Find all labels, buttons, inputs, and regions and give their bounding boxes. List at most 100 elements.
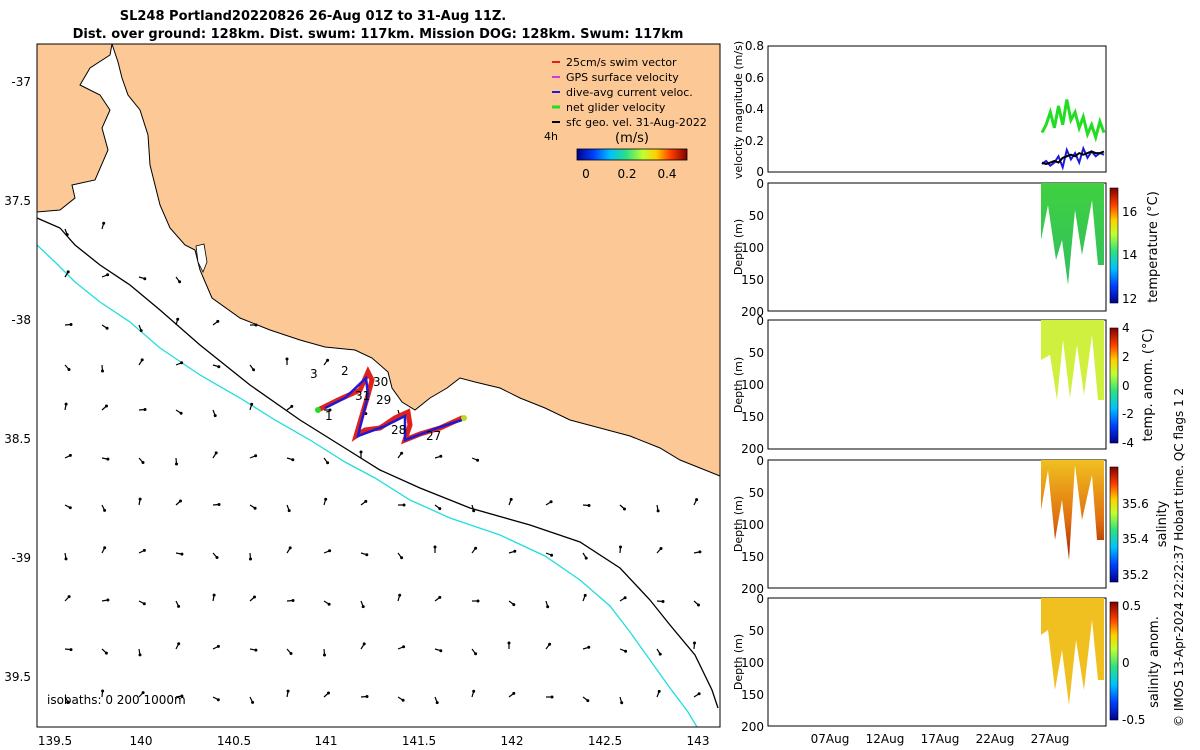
current-vector-head [217, 365, 221, 369]
current-vector-head [435, 701, 439, 705]
velocity-series [1040, 99, 1106, 171]
current-vector-head [476, 458, 480, 462]
depth-tick: 150 [741, 273, 764, 287]
current-vector-head [179, 499, 182, 503]
sanom-colorbar [1109, 601, 1119, 721]
current-vector-head [143, 277, 147, 281]
speed-colorbar-tick: 0.2 [617, 167, 636, 181]
current-vector-head [402, 503, 406, 507]
current-vector-head [66, 700, 70, 704]
current-vector-head [512, 603, 516, 607]
depth-tick: 100 [741, 656, 764, 670]
map-x-tick: 140 [130, 734, 153, 748]
current-vector-head [327, 691, 330, 695]
current-vector-head [658, 652, 662, 656]
current-vector-head [365, 553, 369, 557]
current-vector-head [143, 408, 147, 411]
current-vector-head [624, 649, 628, 653]
speed-colorbar-title: (m/s) [615, 131, 649, 146]
temp-colorbar [1109, 187, 1119, 304]
current-vector-head [400, 556, 404, 560]
sanom-ylabel: Depth (m) [732, 634, 745, 690]
sal-colorbar [1109, 466, 1119, 583]
current-vector-head [177, 604, 181, 608]
current-vector-head [327, 602, 331, 606]
current-vector-head [324, 497, 328, 501]
current-vector-head [177, 642, 181, 646]
current-vector-head [253, 506, 257, 510]
current-vector-head [69, 648, 73, 652]
current-vector-head [286, 689, 290, 693]
cb-tick: 14 [1122, 248, 1137, 262]
speed-colorbar-tick: 0 [582, 167, 590, 181]
map-x-tick: 143 [687, 734, 710, 748]
land [36, 43, 721, 477]
current-vector-head [695, 498, 699, 502]
current-vector-head [105, 404, 108, 408]
isobath-label: isobaths: 0 200 1000m [47, 693, 186, 707]
current-vector-head [176, 317, 180, 321]
current-vector-head [548, 642, 552, 646]
track-label: 29 [376, 393, 391, 407]
current-vector-head [103, 546, 107, 550]
current-vector-head [101, 689, 105, 693]
current-vector-head [175, 462, 178, 466]
cb-tick: 4 [1122, 321, 1130, 335]
map-panel: 3 2 30 31 29 1 28 27 25cm/s swim vector … [4, 43, 721, 748]
current-vector-head [365, 695, 369, 698]
map-y-tick: 37.5 [4, 194, 31, 208]
vel-y-tick: 0.4 [745, 102, 764, 116]
current-vector-head [289, 652, 293, 655]
current-vector-head [323, 653, 326, 657]
depth-tick: 200 [741, 442, 764, 456]
current-vector-head [549, 500, 553, 504]
current-vector-head [328, 408, 332, 412]
current-vector-head [476, 599, 480, 603]
current-vector-head [67, 595, 71, 599]
current-vector-head [472, 689, 476, 693]
current-vector-head [433, 545, 437, 549]
current-vector-head [64, 557, 68, 561]
depth-tick: 50 [749, 624, 764, 638]
current-vector-head [586, 699, 590, 703]
vel-y-tick: 0.8 [745, 39, 764, 53]
track-label: 27 [426, 429, 441, 443]
map-x-tick: 142 [501, 734, 524, 748]
map-y-tick: -37 [11, 75, 31, 89]
vel-y-tick: 0.2 [745, 134, 764, 148]
current-vector-head [657, 689, 661, 693]
current-vector-head [287, 509, 291, 513]
map-x-tick: 141 [315, 734, 338, 748]
track-label: 30 [373, 375, 388, 389]
current-vector-head [697, 603, 700, 607]
map-x-tick: 142.5 [588, 734, 622, 748]
current-vector-head [142, 548, 146, 552]
current-vector-head [474, 546, 478, 550]
tanom-colorbar [1109, 327, 1119, 444]
current-vectors [64, 221, 702, 705]
map-y-tick: 39.5 [4, 670, 31, 684]
tanom-colorbar-label: temp. anom. (°C) [1141, 328, 1156, 441]
legend-item: dive-avg current veloc. [566, 86, 693, 99]
current-vector-head [67, 368, 71, 371]
current-vector-head [105, 326, 109, 330]
map-y-tick: -39 [11, 551, 31, 565]
depth-tick: 100 [741, 241, 764, 255]
current-vector-head [474, 652, 478, 656]
time-tick: 17Aug [921, 732, 960, 746]
current-vector-head [180, 552, 184, 556]
current-vector-head [216, 698, 220, 702]
current-vector-head [249, 557, 252, 561]
current-vector-head [66, 270, 70, 274]
cb-tick: 2 [1122, 350, 1130, 364]
current-vector-head [138, 653, 142, 657]
cb-tick: 12 [1122, 292, 1137, 306]
current-vector-head [138, 497, 142, 501]
current-vector-head [401, 698, 405, 702]
legend-item: 25cm/s swim vector [566, 56, 677, 69]
current-vector-head [439, 454, 443, 458]
sal-y-ticks: 0 50 100 150 200 [741, 454, 764, 596]
current-vector-head [106, 598, 110, 602]
depth-tick: 50 [749, 209, 764, 223]
